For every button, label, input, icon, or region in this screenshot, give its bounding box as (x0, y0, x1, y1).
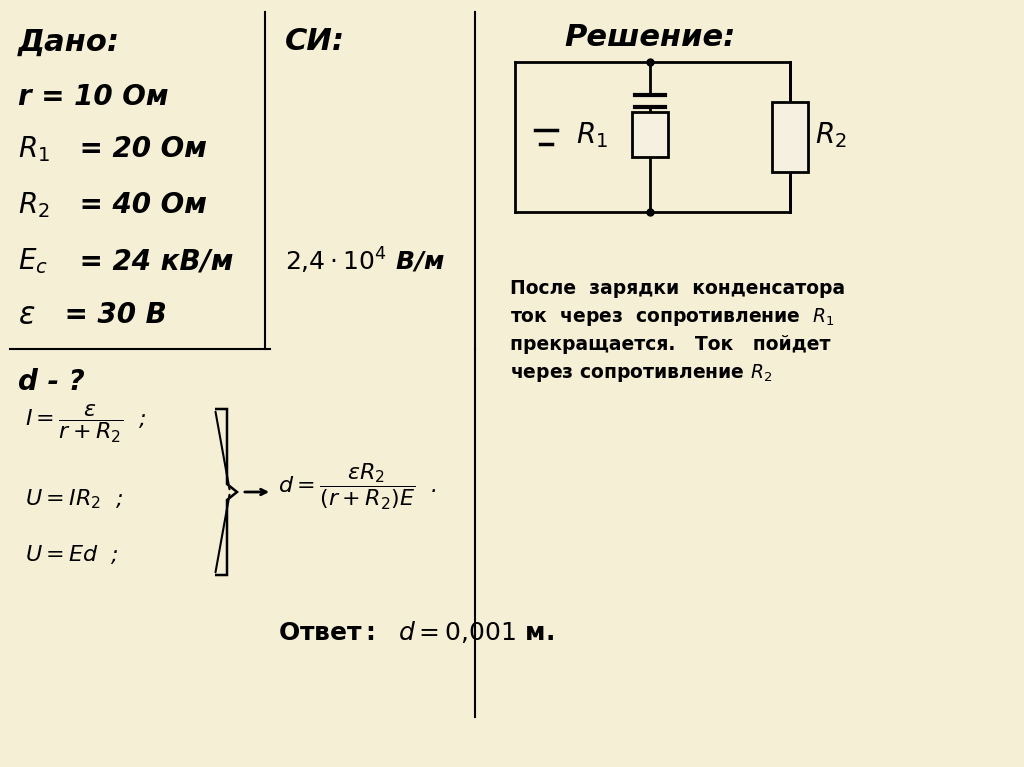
Text: Решение:: Решение: (564, 22, 735, 51)
Text: $R_1$: $R_1$ (18, 134, 50, 164)
Text: $R_2$: $R_2$ (18, 190, 49, 220)
Text: СИ:: СИ: (285, 28, 345, 57)
Text: = 30 В: = 30 В (55, 301, 167, 329)
Text: d - ?: d - ? (18, 368, 85, 396)
Text: $2{,}4 \cdot 10^4$ В/м: $2{,}4 \cdot 10^4$ В/м (285, 246, 444, 276)
Text: = 40 Ом: = 40 Ом (70, 191, 207, 219)
Text: = 24 кВ/м: = 24 кВ/м (70, 247, 233, 275)
Text: r = 10 Ом: r = 10 Ом (18, 83, 169, 111)
Text: $\varepsilon$: $\varepsilon$ (18, 301, 36, 330)
Bar (632, 112, 668, 157)
Text: После  зарядки  конденсатора
ток  через  сопротивление  $R_1$
прекращается.   То: После зарядки конденсатора ток через соп… (510, 279, 845, 384)
Text: $E_c$: $E_c$ (18, 246, 48, 276)
Text: $d = \dfrac{\varepsilon R_2}{(r + R_2)E}$  .: $d = \dfrac{\varepsilon R_2}{(r + R_2)E}… (278, 462, 436, 512)
Text: $I = \dfrac{\varepsilon}{r + R_2}$  ;: $I = \dfrac{\varepsilon}{r + R_2}$ ; (25, 403, 146, 446)
Text: $R_1$: $R_1$ (577, 120, 608, 150)
Bar (772, 102, 808, 172)
Text: $U = Ed$  ;: $U = Ed$ ; (25, 544, 119, 567)
Text: Дано:: Дано: (18, 28, 120, 57)
Text: = 20 Ом: = 20 Ом (70, 135, 207, 163)
Text: $R_2$: $R_2$ (815, 120, 847, 150)
Text: $U = IR_2$  ;: $U = IR_2$ ; (25, 487, 123, 511)
Text: $\bf{Ответ:}$  $d = 0{,}001$ м.: $\bf{Ответ:}$ $d = 0{,}001$ м. (278, 619, 554, 645)
